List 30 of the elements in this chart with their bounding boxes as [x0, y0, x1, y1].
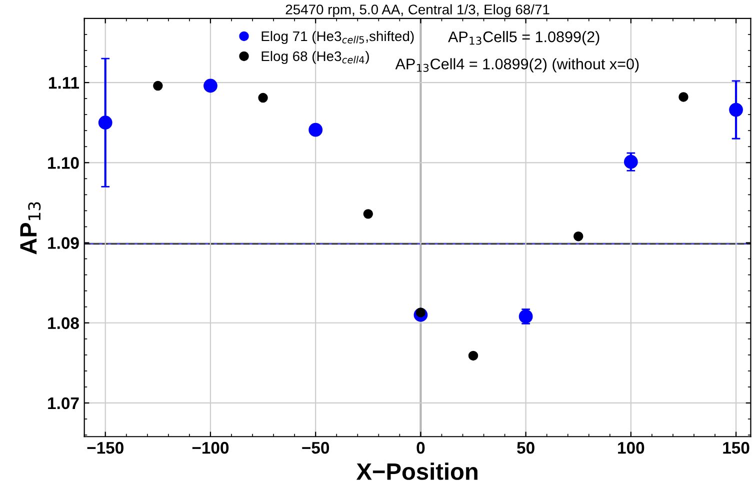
- y-tick-label: 1.11: [49, 77, 80, 89]
- x-tick-label: 150: [723, 442, 750, 454]
- y-axis-title: AP$_{13}$: [20, 202, 41, 254]
- point: [729, 102, 743, 117]
- x-tick-label: −100: [192, 442, 229, 454]
- x-tick-label: −150: [87, 442, 124, 454]
- legend-label: Elog 71 (He3$_{cell5}$,shifted): [262, 30, 414, 44]
- point: [204, 78, 218, 93]
- point: [573, 231, 584, 242]
- point: [98, 116, 112, 130]
- point: [258, 92, 268, 103]
- y-tick-label: 1.08: [48, 317, 79, 330]
- x-tick-label: 50: [517, 442, 534, 454]
- point: [363, 209, 373, 219]
- point: [678, 92, 688, 102]
- x-tick-label: 0: [416, 442, 425, 454]
- chart-title: 25470 rpm, 5.0 AA, Central 1/3, Elog 68/71: [286, 4, 550, 18]
- y-tick-label: 1.10: [48, 157, 79, 169]
- annotation: AP$_{13}$Cell4 = 1.0899(2) (without x=0): [395, 58, 639, 72]
- point: [308, 122, 323, 137]
- legend-label: Elog 68 (He3$_{cell4}$): [262, 50, 369, 64]
- y-tick-label: 1.07: [48, 397, 79, 410]
- point: [468, 350, 478, 361]
- point: [624, 154, 638, 169]
- x-tick-label: −50: [302, 442, 330, 454]
- x-axis-title: X−Position: [356, 462, 478, 480]
- y-tick-label: 1.09: [48, 237, 79, 249]
- point: [153, 80, 163, 91]
- annotation: AP$_{13}$Cell5 = 1.0899(2): [448, 31, 600, 46]
- x-tick-label: 100: [618, 442, 644, 454]
